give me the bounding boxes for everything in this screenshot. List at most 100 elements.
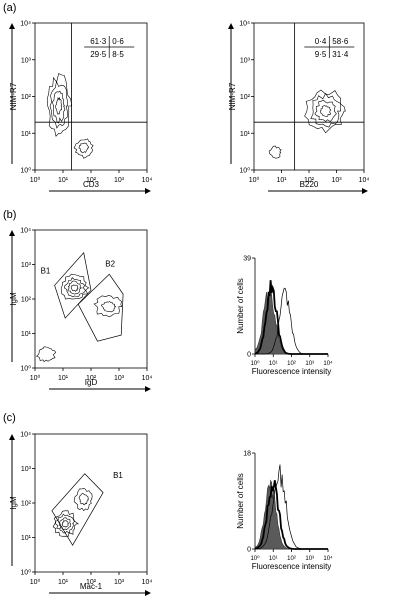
- x-tick-label: 10¹: [58, 579, 69, 586]
- y-tick-label: 10⁰: [239, 167, 250, 175]
- y-tick-label: 10³: [21, 466, 32, 473]
- y-tick-label: 10⁰: [20, 167, 31, 175]
- y-tick-label: 10²: [21, 94, 32, 101]
- contour-line: [36, 346, 57, 363]
- y-axis-arrow-head: [9, 434, 15, 440]
- panel-label-b: (b): [3, 209, 16, 221]
- contour-line: [78, 492, 89, 506]
- y-tick-label: 10⁴: [20, 21, 31, 28]
- contour-line: [100, 301, 117, 313]
- contour-line: [58, 517, 72, 531]
- x-axis-label: Fluorescence intensity: [252, 367, 332, 376]
- x-axis-arrow-head: [145, 386, 151, 392]
- y-tick-label: 10⁰: [20, 365, 31, 373]
- x-tick-label: 10⁴: [142, 579, 153, 586]
- y-tick-label: 0: [247, 547, 251, 554]
- quadrant-lower-left: 9·5: [315, 50, 327, 59]
- x-tick-label: 10¹: [269, 556, 278, 562]
- quadrant-lower-right: 31·4: [332, 50, 349, 59]
- x-tick-label: 10¹: [276, 177, 287, 184]
- y-axis-arrow-head: [228, 23, 234, 29]
- x-tick-label: 10³: [114, 375, 125, 382]
- gate-label-b2: B2: [105, 259, 115, 268]
- quadrant-upper-left: 61·3: [90, 37, 107, 46]
- y-tick-label: 10⁴: [239, 21, 250, 28]
- contour-line: [67, 280, 83, 295]
- x-tick-label: 10²: [86, 375, 97, 382]
- plot-frame: [34, 229, 148, 369]
- x-axis-label: Mac-1: [80, 582, 103, 591]
- contour-line: [314, 99, 337, 122]
- y-tick-label: 10¹: [21, 331, 32, 338]
- x-axis-arrow-head: [145, 590, 151, 596]
- x-tick-label: 10³: [305, 361, 314, 367]
- contour-line: [49, 80, 68, 129]
- x-tick-label: 10⁰: [30, 176, 41, 184]
- gate-label-b1: B1: [113, 471, 123, 480]
- x-tick-label: 10⁰: [30, 578, 41, 586]
- gate-label-b1: B1: [41, 266, 51, 275]
- contour-line: [73, 138, 94, 159]
- contour-line: [46, 73, 73, 137]
- y-axis-arrow-head: [9, 230, 15, 236]
- x-tick-label: 10⁰: [250, 555, 260, 562]
- histogram-filled: [254, 479, 328, 550]
- contour-line: [51, 90, 66, 124]
- y-tick-label: 10⁴: [20, 432, 31, 439]
- contour-line: [61, 520, 70, 528]
- contour-line: [55, 513, 75, 534]
- y-axis-label: Number of cells: [236, 278, 245, 334]
- contour-line: [60, 273, 90, 300]
- x-tick-label: 10⁴: [142, 375, 153, 382]
- x-tick-label: 10¹: [269, 361, 278, 367]
- contour-line: [268, 145, 282, 159]
- y-axis-label: NIM-R7: [228, 82, 237, 110]
- x-tick-label: 10⁴: [323, 360, 333, 367]
- y-tick-label: 39: [243, 256, 251, 263]
- x-tick-label: 10³: [114, 579, 125, 586]
- y-tick-label: 10³: [21, 57, 32, 64]
- y-tick-label: 10²: [21, 501, 32, 508]
- contour-line: [93, 295, 123, 317]
- contour-line: [78, 142, 89, 154]
- x-tick-label: 10³: [331, 177, 342, 184]
- panel-label-a: (a): [3, 2, 16, 14]
- y-axis-label: Number of cells: [236, 473, 245, 529]
- x-tick-label: 10¹: [58, 375, 69, 382]
- x-tick-label: 10³: [114, 177, 125, 184]
- quadrant-upper-left: 0·4: [315, 37, 327, 46]
- contour-line: [55, 96, 63, 115]
- quadrant-lower-right: 8·5: [112, 50, 124, 59]
- contour-line: [52, 510, 80, 538]
- x-tick-label: 10³: [305, 556, 314, 562]
- x-tick-label: 10²: [287, 361, 296, 367]
- histogram-thin: [254, 464, 328, 550]
- x-tick-label: 10⁰: [30, 374, 41, 382]
- panel-label-c: (c): [3, 412, 16, 424]
- y-axis-label: IgM: [9, 292, 18, 306]
- y-axis-arrow-head: [9, 23, 15, 29]
- contour-line: [63, 277, 86, 298]
- contour-line: [304, 89, 346, 134]
- x-tick-label: 10⁴: [359, 177, 370, 184]
- x-tick-label: 10²: [86, 177, 97, 184]
- x-axis-label: B220: [300, 180, 319, 189]
- y-axis-label: NIM-R7: [9, 82, 18, 110]
- x-axis-label: Fluorescence intensity: [252, 562, 332, 571]
- y-tick-label: 18: [243, 451, 251, 458]
- y-tick-label: 10¹: [240, 131, 251, 138]
- x-axis-arrow-head: [145, 188, 151, 194]
- contour-line: [73, 487, 93, 511]
- gate-b1: [54, 251, 92, 319]
- y-tick-label: 10²: [21, 297, 32, 304]
- gate-b1: [51, 473, 104, 546]
- gate-b2: [77, 273, 124, 342]
- x-tick-label: 10²: [86, 579, 97, 586]
- y-tick-label: 10⁰: [20, 569, 31, 577]
- y-tick-label: 10⁴: [20, 228, 31, 235]
- x-tick-label: 10⁰: [250, 360, 260, 367]
- contour-line: [310, 92, 342, 128]
- x-tick-label: 10⁴: [323, 555, 333, 562]
- y-tick-label: 10¹: [21, 131, 32, 138]
